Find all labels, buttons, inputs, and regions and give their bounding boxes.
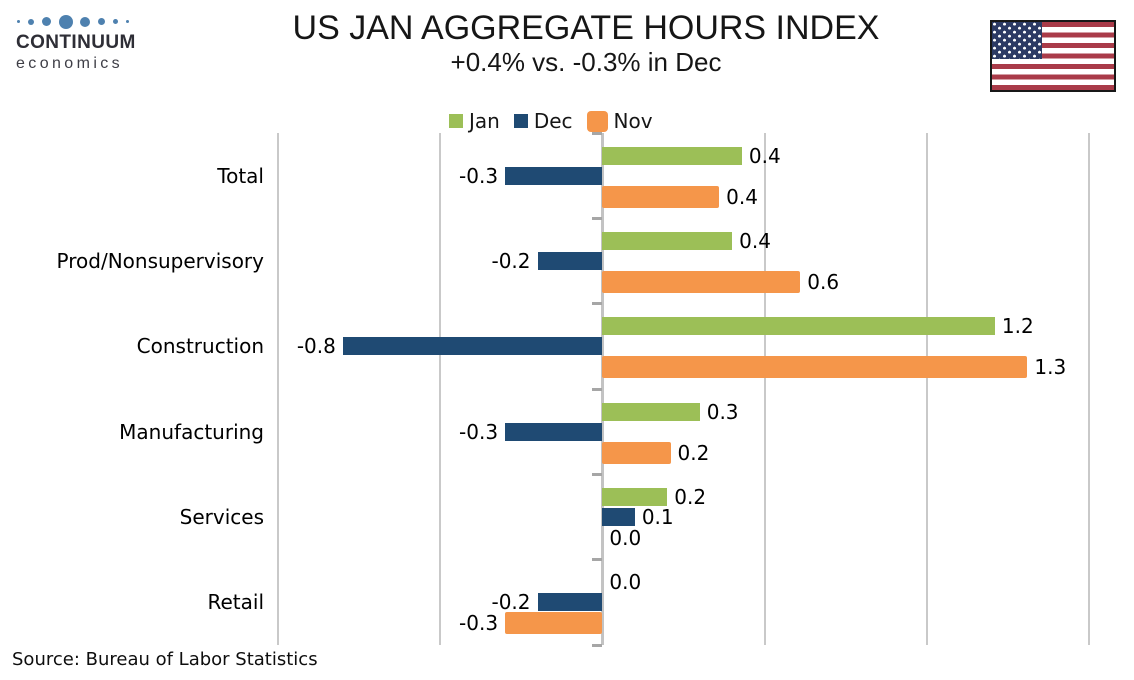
category-label-construction: Construction [136, 334, 264, 359]
logo-dot-icon [80, 16, 91, 27]
bar-jan-total [602, 146, 742, 165]
bar-jan-prod-nonsupervisory [602, 232, 733, 250]
bar-jan-services [602, 488, 668, 506]
value-label-nov-total: 0.4 [726, 184, 758, 209]
bar-dec-total [505, 166, 603, 185]
category-axis-tick [591, 131, 602, 135]
value-label-dec-services: 0.1 [641, 505, 674, 529]
flag-canton [992, 22, 1042, 59]
bar-nov-prod-nonsupervisory [602, 271, 801, 293]
legend-swatch-jan-icon [449, 114, 463, 128]
chart-title: US JAN AGGREGATE HOURS INDEX [292, 9, 880, 47]
logo-brand-text: CONTINUUM [16, 32, 136, 53]
value-label-nov-construction: 1.3 [1034, 355, 1067, 380]
value-label-dec-retail: -0.2 [491, 590, 531, 615]
value-label-dec-prod-nonsupervisory: -0.2 [491, 249, 531, 273]
chart-subtitle: +0.4% vs. -0.3% in Dec [450, 47, 722, 78]
logo-dot-icon [41, 17, 51, 26]
gridline [439, 133, 442, 645]
chart-legend: Jan Dec Nov [449, 109, 653, 133]
value-label-dec-total: -0.3 [459, 163, 499, 188]
value-label-nov-services: 0.0 [609, 526, 642, 550]
value-label-dec-manufacturing: -0.3 [459, 419, 499, 444]
value-label-nov-prod-nonsupervisory: 0.6 [807, 270, 840, 294]
chart-titles: US JAN AGGREGATE HOURS INDEX +0.4% vs. -… [292, 9, 880, 78]
logo-dots [16, 14, 130, 29]
gridline [763, 133, 766, 645]
logo-dot-icon [17, 20, 20, 23]
value-label-jan-services: 0.2 [674, 485, 707, 509]
category-label-manufacturing: Manufacturing [119, 419, 264, 444]
bar-dec-manufacturing [505, 422, 603, 441]
value-label-jan-total: 0.4 [748, 143, 781, 168]
logo-sub-text: economics [16, 54, 124, 72]
legend-item-jan: Jan [449, 109, 500, 133]
value-label-jan-prod-nonsupervisory: 0.4 [739, 229, 771, 253]
gridline [277, 133, 279, 645]
bar-nov-retail [505, 612, 603, 635]
logo-dot-icon [58, 14, 73, 29]
category-label-services: Services [179, 505, 264, 529]
category-axis-tick [591, 472, 602, 476]
bar-jan-construction [602, 317, 995, 336]
logo-dot-icon [98, 18, 106, 25]
category-label-total: Total [217, 163, 264, 188]
bar-dec-construction [342, 337, 603, 356]
legend-label-nov: Nov [613, 109, 653, 133]
bar-nov-manufacturing [602, 441, 671, 464]
legend-item-dec: Dec [513, 109, 573, 133]
category-axis-tick [591, 387, 602, 391]
category-label-prod-nonsupervisory: Prod/Nonsupervisory [56, 249, 264, 273]
gridline [925, 133, 928, 645]
value-label-jan-construction: 1.2 [1001, 314, 1034, 339]
category-axis-tick [591, 216, 602, 220]
bar-dec-services [602, 508, 635, 526]
bar-nov-total [602, 185, 720, 208]
value-label-jan-retail: 0.0 [609, 570, 642, 595]
category-label-retail: Retail [207, 590, 264, 615]
bar-dec-prod-nonsupervisory [537, 252, 603, 270]
legend-swatch-nov-icon [586, 110, 608, 132]
us-flag-icon [990, 20, 1116, 92]
logo-dot-icon [27, 18, 34, 25]
logo-dot-icon [113, 19, 119, 24]
bar-jan-manufacturing [602, 402, 700, 421]
continuum-economics-logo: CONTINUUM economics [16, 14, 136, 72]
legend-item-nov: Nov [586, 109, 653, 133]
legend-label-dec: Dec [533, 109, 573, 133]
bar-dec-retail [537, 593, 603, 612]
source-note: Source: Bureau of Labor Statistics [12, 649, 318, 670]
category-axis-tick [591, 643, 602, 647]
gridline [1088, 133, 1090, 645]
bar-nov-construction [602, 356, 1028, 379]
legend-swatch-dec-icon [513, 114, 528, 128]
category-axis-tick [591, 558, 602, 562]
value-label-jan-manufacturing: 0.3 [706, 399, 739, 424]
legend-label-jan: Jan [469, 109, 500, 133]
zero-axis-line [600, 133, 604, 645]
category-axis-tick [591, 302, 602, 306]
value-label-nov-manufacturing: 0.2 [677, 440, 710, 465]
value-label-dec-construction: -0.8 [296, 334, 336, 359]
logo-dot-icon [125, 20, 129, 23]
value-label-nov-retail: -0.3 [459, 611, 499, 636]
